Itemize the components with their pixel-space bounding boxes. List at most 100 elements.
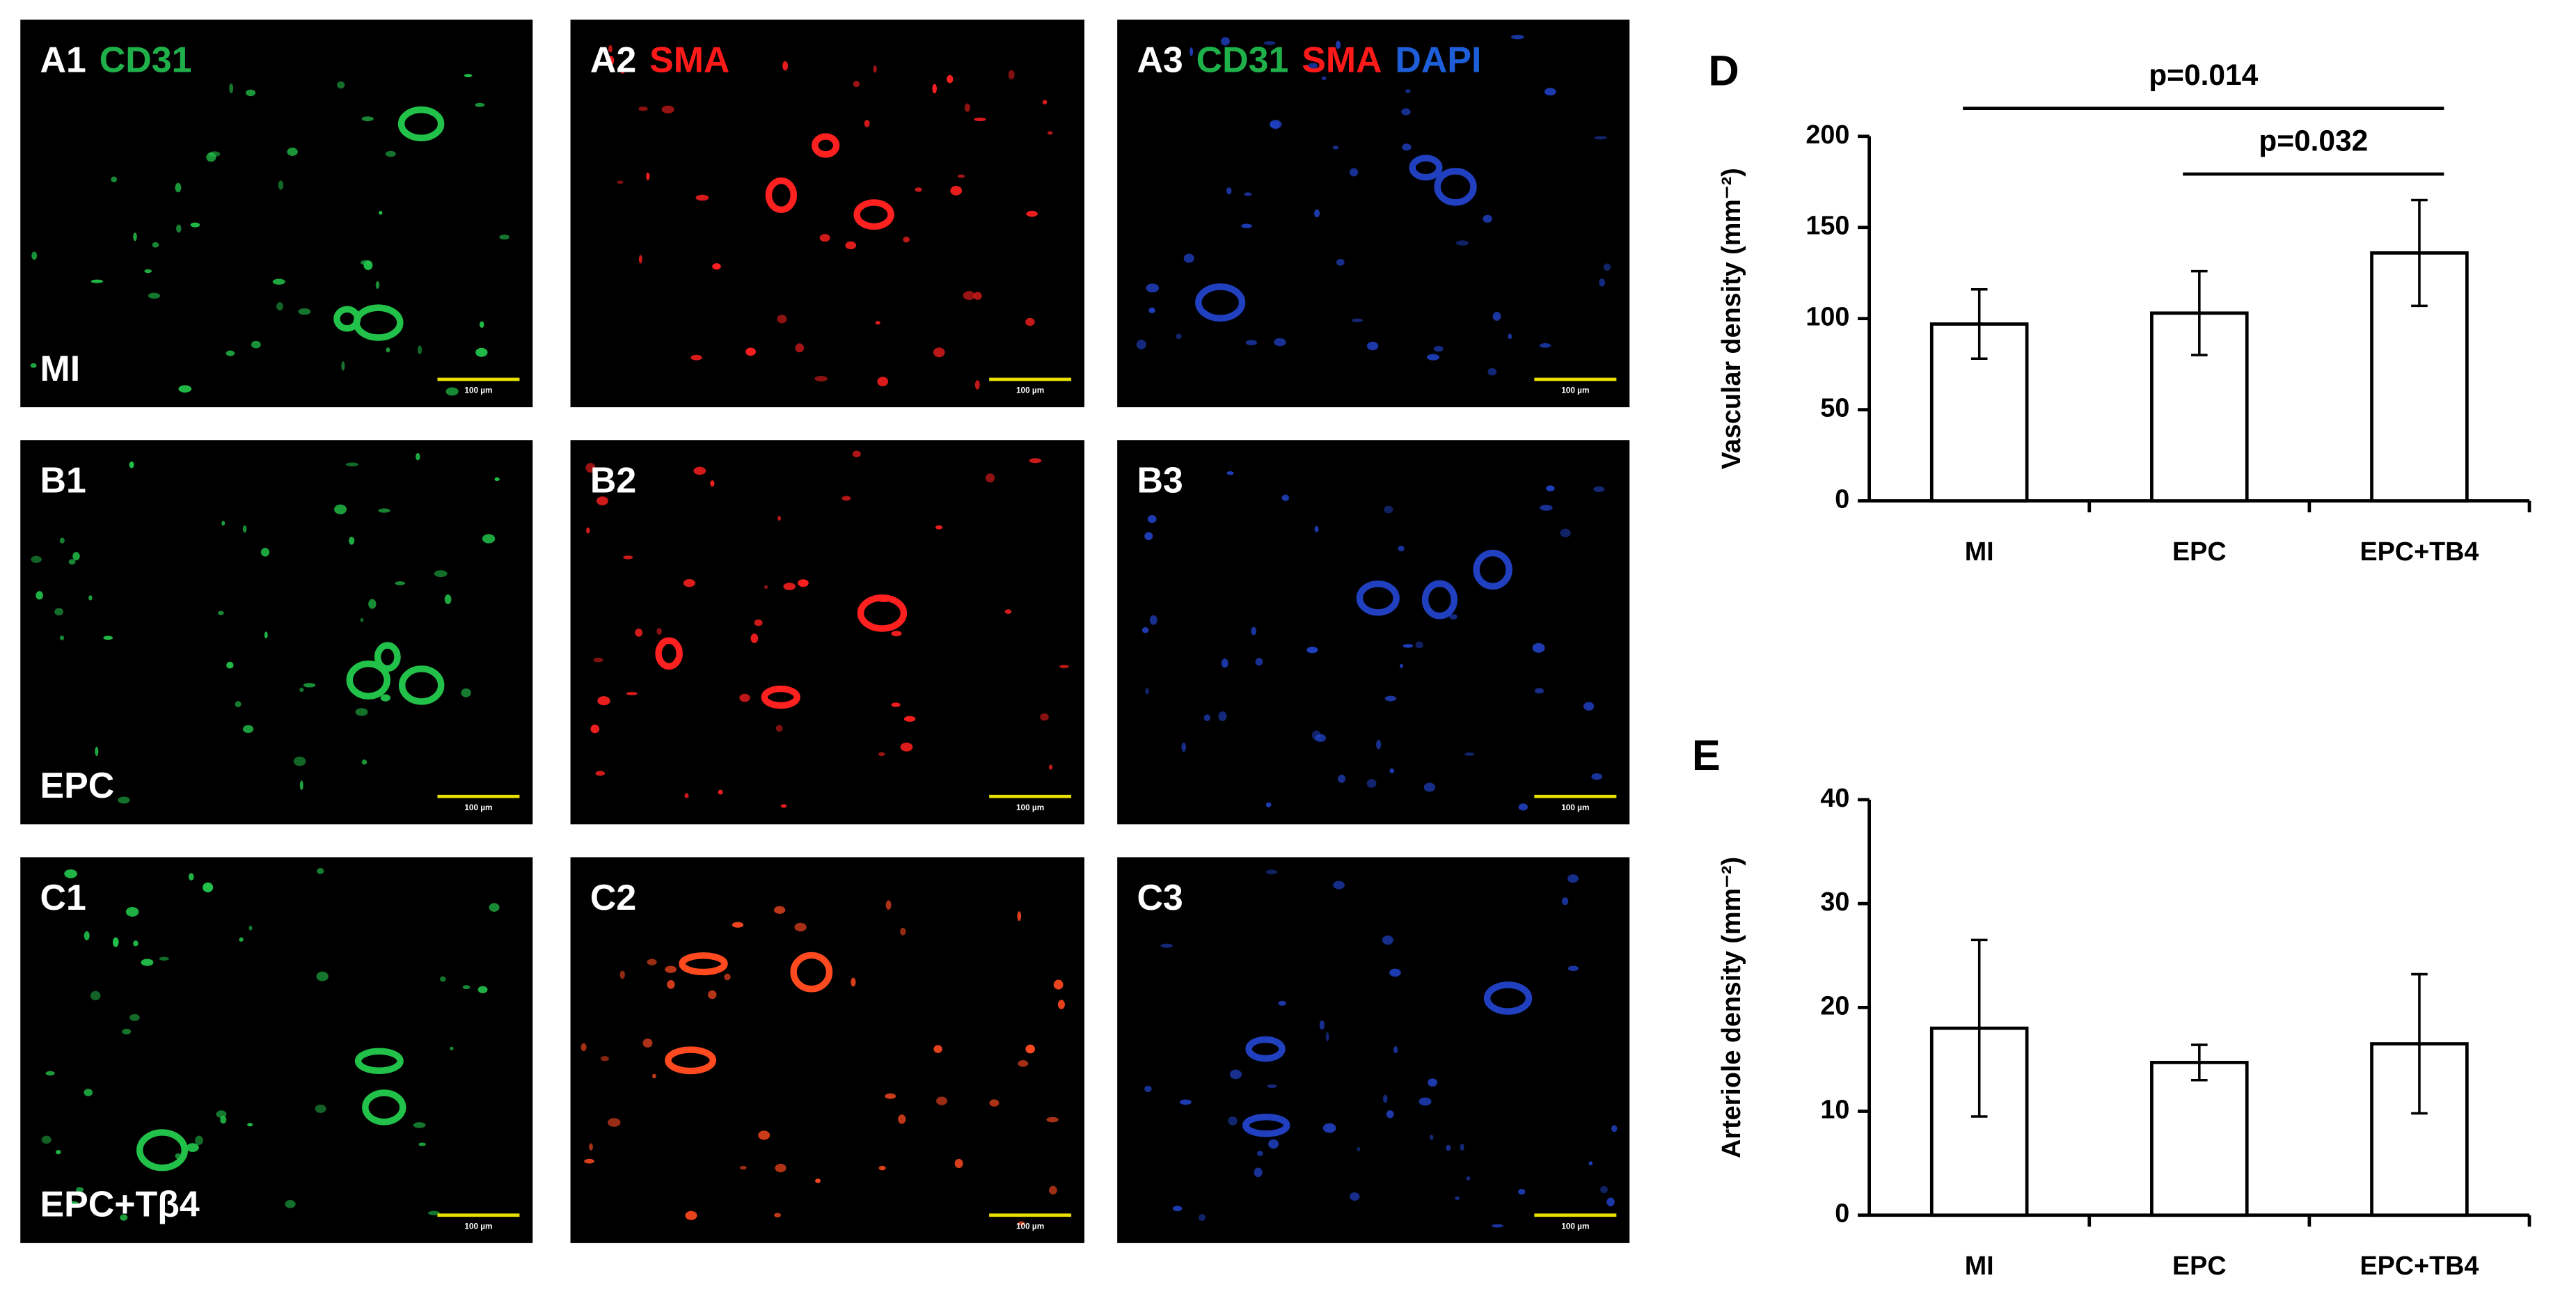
- cell-signal: [617, 180, 624, 184]
- cell-signal: [41, 1135, 52, 1144]
- cell-signal: [1544, 88, 1556, 96]
- cell-signal: [90, 991, 101, 1001]
- vessel: [1245, 1036, 1286, 1062]
- cell-signal: [695, 194, 709, 201]
- cell-signal: [1042, 100, 1048, 105]
- cell-signal: [732, 922, 744, 928]
- cell-signal: [190, 222, 200, 228]
- cell-signal: [1366, 779, 1377, 788]
- vessel: [679, 952, 728, 976]
- cell-signal: [619, 970, 625, 979]
- cell-signal: [903, 236, 910, 243]
- scale-bar-label: 100 µm: [464, 386, 492, 395]
- cell-signal: [1274, 338, 1286, 347]
- cell-signal: [477, 986, 488, 993]
- cell-signal: [242, 525, 247, 533]
- cell-signal: [1198, 1214, 1206, 1222]
- cell-signal: [1313, 209, 1320, 218]
- cell-signal: [378, 508, 390, 513]
- cell-signal: [341, 361, 345, 371]
- cell-signal: [1532, 642, 1545, 653]
- cell-signal: [1518, 803, 1528, 811]
- cell-signal: [712, 263, 721, 270]
- cell-signal: [45, 1071, 55, 1076]
- cell-signal: [608, 56, 615, 65]
- cell-signal: [159, 956, 169, 961]
- panel-id: B1: [40, 459, 86, 500]
- cell-signal: [316, 971, 329, 981]
- cell-signal: [708, 990, 717, 1000]
- cell-signal: [739, 693, 750, 702]
- cell-signal: [1255, 658, 1263, 666]
- cell-signal: [798, 579, 809, 587]
- cell-signal: [90, 279, 104, 283]
- cell-signal: [973, 292, 982, 300]
- vessel: [346, 660, 390, 700]
- cell-signal: [226, 661, 234, 669]
- cell-signal: [427, 1210, 440, 1215]
- panel-label: C3: [1137, 877, 1183, 917]
- cell-signal: [1591, 773, 1602, 780]
- cell-signal: [957, 174, 965, 178]
- cell-signal: [462, 985, 471, 990]
- cell-signal: [1600, 1185, 1608, 1194]
- cell-signal: [1148, 307, 1155, 314]
- cell-signal: [782, 61, 789, 71]
- cell-signal: [1351, 318, 1364, 322]
- cell-signal: [775, 1163, 787, 1173]
- cell-signal: [1270, 121, 1280, 129]
- cell-signal: [72, 551, 80, 560]
- cell-signal: [59, 636, 65, 640]
- cell-signal: [298, 308, 311, 315]
- cell-signal: [186, 1143, 199, 1152]
- cell-signal: [64, 869, 77, 878]
- vessel: [362, 1089, 406, 1126]
- cell-signal: [1384, 695, 1397, 702]
- cell-signal: [1145, 688, 1149, 695]
- cell-signal: [129, 1013, 140, 1021]
- cell-signal: [1136, 340, 1146, 349]
- cell-signal: [88, 595, 93, 601]
- cell-signal: [242, 725, 254, 733]
- cell-signal: [936, 1096, 947, 1105]
- vessel: [665, 1046, 717, 1075]
- cell-signal: [1460, 1143, 1464, 1151]
- cell-signal: [1181, 742, 1187, 752]
- cell-signal: [739, 1165, 747, 1170]
- scale-bar-label: 100 µm: [464, 1222, 492, 1231]
- cell-signal: [878, 1165, 886, 1171]
- cell-signal: [317, 867, 324, 874]
- panel-id: A2: [590, 39, 636, 79]
- cell-signal: [1338, 775, 1346, 783]
- cell-signal: [693, 466, 706, 475]
- stain-label: SMA: [1302, 39, 1382, 79]
- cell-signal: [608, 45, 613, 53]
- cell-signal: [1426, 354, 1440, 361]
- cell-signal: [334, 504, 347, 514]
- cell-signal: [1018, 1060, 1029, 1067]
- cell-signal: [1540, 505, 1553, 511]
- cell-signal: [1449, 614, 1457, 620]
- y-tick-label: 40: [1820, 783, 1849, 812]
- panel-label: C1: [40, 877, 86, 917]
- cell-signal: [218, 610, 224, 615]
- cell-signal: [1325, 1032, 1329, 1042]
- cell-signal: [780, 804, 787, 808]
- panel-id: A3: [1137, 39, 1183, 79]
- vessel: [1421, 580, 1458, 620]
- vessel: [812, 133, 840, 158]
- vessel: [655, 637, 683, 670]
- stain-label: DAPI: [1395, 39, 1481, 79]
- cell-signal: [596, 496, 608, 505]
- cell-signal: [1332, 145, 1339, 150]
- cell-signal: [1446, 1144, 1451, 1151]
- cell-signal: [985, 473, 995, 483]
- cell-signal: [111, 176, 118, 182]
- cell-signal: [683, 578, 695, 587]
- cell-signal: [651, 1073, 656, 1079]
- cell-signal: [623, 555, 633, 560]
- cell-signal: [597, 696, 610, 706]
- cell-signal: [684, 793, 689, 798]
- cell-signal: [1389, 768, 1394, 773]
- cell-signal: [152, 242, 159, 248]
